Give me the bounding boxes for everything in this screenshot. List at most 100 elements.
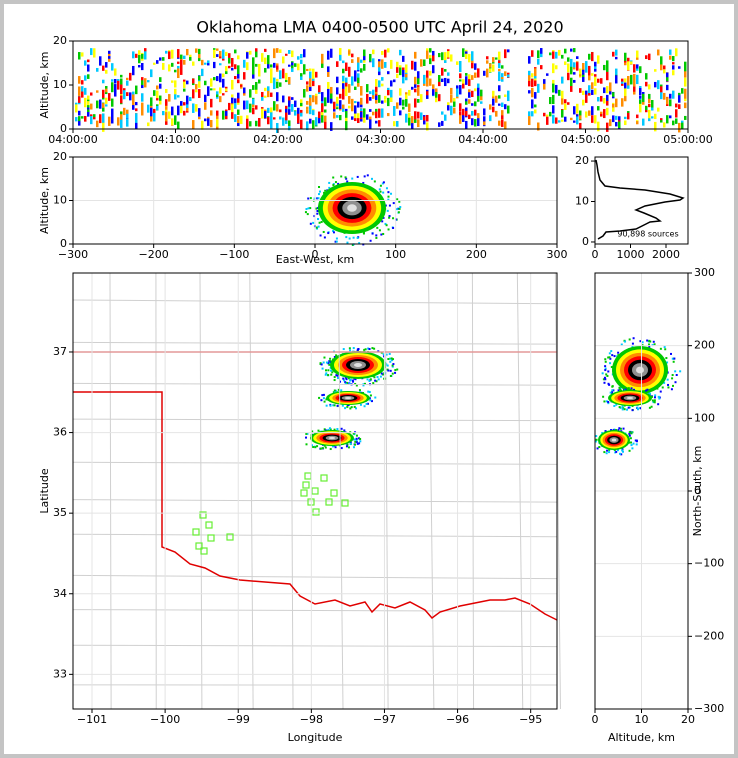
density-cell bbox=[237, 121, 240, 127]
density-cell bbox=[608, 356, 611, 359]
density-cell bbox=[255, 48, 258, 54]
density-cell bbox=[474, 72, 477, 78]
density-cell bbox=[213, 49, 216, 58]
density-cell bbox=[368, 348, 371, 351]
density-cell bbox=[336, 103, 339, 107]
density-cell bbox=[462, 83, 465, 89]
county-line bbox=[199, 272, 203, 710]
density-cell bbox=[633, 64, 636, 73]
density-cell bbox=[618, 427, 621, 430]
density-cell bbox=[636, 50, 639, 58]
density-cell bbox=[330, 93, 333, 99]
density-cell bbox=[180, 54, 183, 59]
density-cell bbox=[357, 62, 360, 71]
density-cell bbox=[81, 86, 84, 92]
density-cell bbox=[225, 111, 228, 116]
x-tick-label: 0 bbox=[592, 713, 599, 726]
density-cell bbox=[432, 89, 435, 95]
density-cell bbox=[498, 85, 501, 92]
density-cell bbox=[456, 88, 459, 97]
density-cell bbox=[609, 357, 612, 360]
density-cell bbox=[600, 95, 603, 102]
density-cell bbox=[345, 86, 348, 97]
density-cell bbox=[606, 60, 609, 69]
density-blob bbox=[626, 396, 634, 400]
density-cell bbox=[495, 57, 498, 60]
density-cell bbox=[201, 68, 204, 77]
density-cell bbox=[381, 108, 384, 118]
density-cell bbox=[483, 116, 486, 127]
density-cell bbox=[411, 86, 414, 90]
density-blob bbox=[636, 366, 644, 374]
density-cell bbox=[147, 80, 150, 83]
density-cell bbox=[645, 110, 648, 113]
y-tick-label: 10 bbox=[53, 194, 67, 207]
density-cell bbox=[468, 79, 471, 87]
density-cell bbox=[344, 407, 347, 410]
density-cell bbox=[591, 73, 594, 76]
density-cell bbox=[318, 85, 321, 93]
density-cell bbox=[666, 97, 669, 105]
density-cell bbox=[675, 109, 678, 118]
density-cell bbox=[252, 104, 255, 108]
density-cell bbox=[441, 52, 444, 61]
y-tick-label: 20 bbox=[53, 34, 67, 47]
density-cell bbox=[306, 109, 309, 114]
density-cell bbox=[327, 232, 330, 235]
density-cell bbox=[576, 56, 579, 59]
density-cell bbox=[351, 53, 354, 58]
density-cell bbox=[390, 95, 393, 103]
density-cell bbox=[321, 367, 324, 370]
density-cell bbox=[75, 117, 78, 122]
x-tick-label: 04:20:00 bbox=[253, 133, 302, 146]
density-cell bbox=[348, 237, 351, 240]
density-cell bbox=[334, 240, 337, 243]
density-cell bbox=[402, 106, 405, 110]
density-cell bbox=[319, 447, 322, 450]
density-cell bbox=[381, 50, 384, 55]
density-cell bbox=[78, 96, 81, 103]
density-cell bbox=[355, 434, 358, 437]
density-cell bbox=[363, 117, 366, 123]
density-cell bbox=[141, 102, 144, 109]
density-cell bbox=[471, 51, 474, 55]
density-cell bbox=[646, 339, 649, 342]
density-cell bbox=[465, 98, 468, 102]
density-cell bbox=[234, 98, 237, 107]
density-cell bbox=[105, 97, 108, 104]
density-cell bbox=[351, 177, 354, 180]
density-cell bbox=[432, 84, 435, 90]
density-cell bbox=[414, 76, 417, 85]
density-cell bbox=[615, 49, 618, 56]
density-cell bbox=[675, 374, 678, 377]
density-cell bbox=[444, 69, 447, 72]
density-cell bbox=[633, 388, 636, 391]
density-cell bbox=[630, 444, 633, 447]
density-cell bbox=[339, 115, 342, 121]
density-cell bbox=[474, 63, 477, 70]
density-cell bbox=[321, 103, 324, 113]
density-cell bbox=[612, 51, 615, 57]
density-cell bbox=[243, 72, 246, 80]
density-cell bbox=[330, 48, 333, 58]
density-cell bbox=[316, 445, 319, 448]
density-cell bbox=[237, 102, 240, 105]
density-cell bbox=[636, 114, 639, 119]
density-cell bbox=[153, 62, 156, 65]
density-cell bbox=[228, 102, 231, 111]
x-tick-label: −98 bbox=[300, 713, 323, 726]
density-cell bbox=[84, 115, 87, 122]
density-cell bbox=[474, 119, 477, 127]
density-cell bbox=[426, 48, 429, 51]
county-line bbox=[72, 418, 558, 422]
density-cell bbox=[366, 174, 369, 177]
density-cell bbox=[465, 98, 468, 105]
density-cell bbox=[183, 81, 186, 88]
density-cell bbox=[624, 78, 627, 83]
density-cell bbox=[261, 53, 264, 62]
density-cell bbox=[610, 429, 613, 432]
density-cell bbox=[300, 53, 303, 59]
density-cell bbox=[624, 340, 627, 343]
density-cell bbox=[393, 108, 396, 116]
density-cell bbox=[543, 112, 546, 117]
